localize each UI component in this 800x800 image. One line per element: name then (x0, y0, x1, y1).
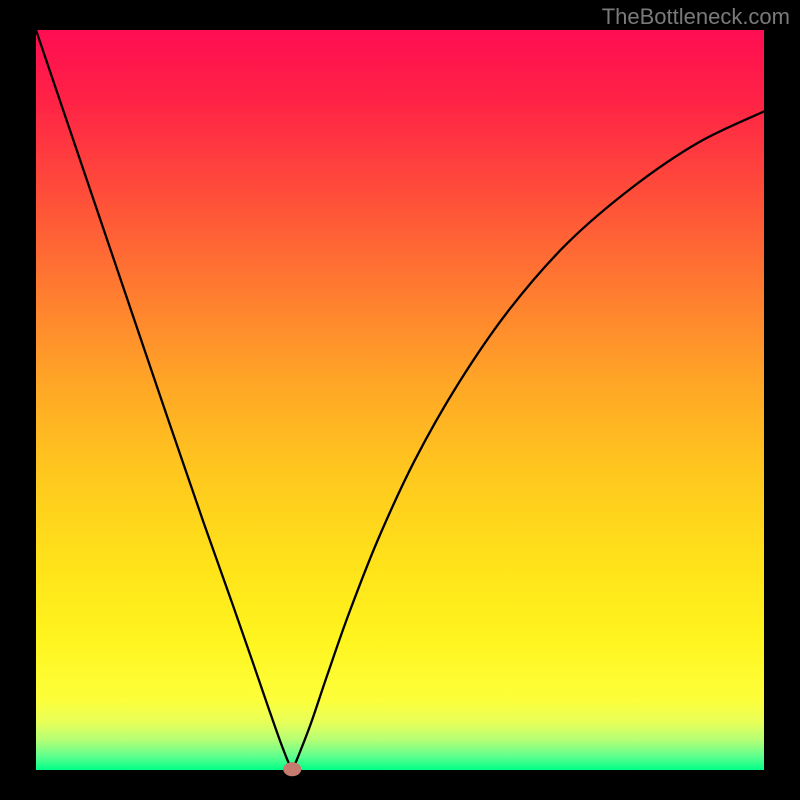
chart-svg (0, 0, 800, 800)
optimal-point-marker (283, 762, 301, 776)
bottleneck-chart (0, 0, 800, 800)
plot-background (36, 30, 764, 770)
watermark-text: TheBottleneck.com (602, 4, 790, 30)
